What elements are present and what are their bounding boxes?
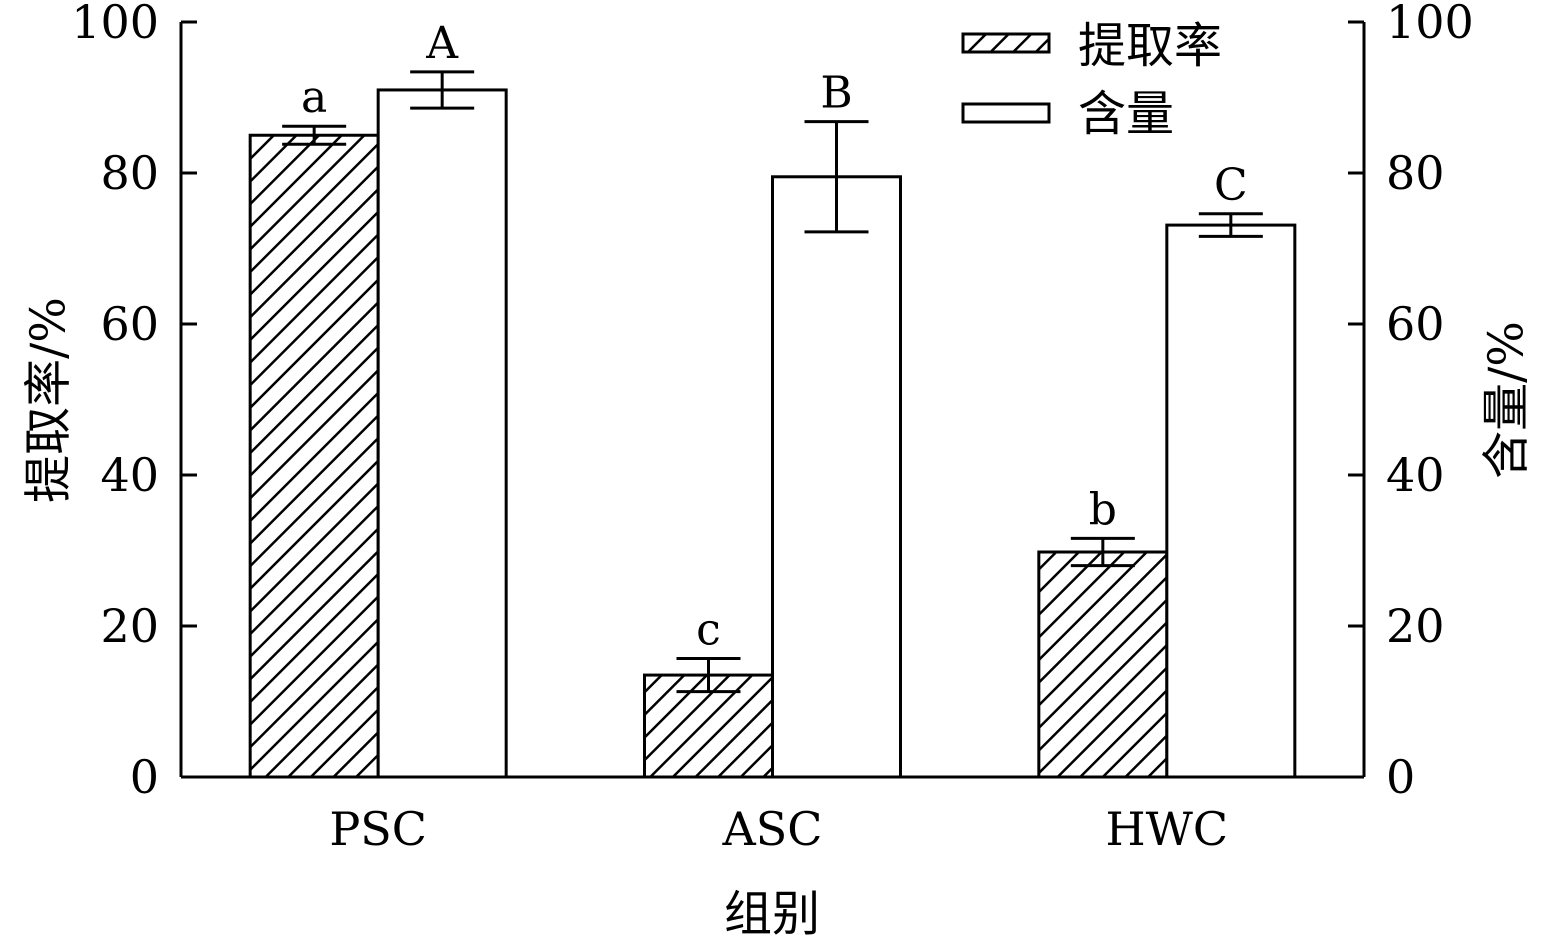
error-bar	[676, 656, 741, 694]
bar-extraction-rate-hwc	[1037, 550, 1169, 779]
bar-content-hwc	[1165, 223, 1297, 779]
right-y-tick-label: 60	[1386, 297, 1445, 351]
category-label-hwc: HWC	[1106, 802, 1229, 856]
significance-label: B	[820, 68, 852, 119]
x-axis-title: 组别	[724, 886, 820, 941]
significance-label: a	[301, 72, 327, 123]
category-label-psc: PSC	[329, 802, 427, 856]
left-y-tick-label: 80	[100, 146, 159, 200]
legend-label-series-2: 含量	[1078, 86, 1174, 142]
left-y-axis-title: 提取率/%	[21, 297, 77, 503]
error-bar	[282, 124, 347, 146]
legend-swatch-hatched	[961, 32, 1051, 54]
bar-marks	[248, 88, 1297, 779]
error-bar	[1198, 212, 1263, 238]
left-y-tick-label: 60	[100, 297, 159, 351]
significance-labels: a Ac Bb C	[301, 18, 1248, 656]
significance-label: c	[696, 604, 721, 655]
left-y-tick-label: 0	[130, 750, 159, 804]
right-y-tick-label: 40	[1386, 448, 1445, 502]
legend-label-series-1: 提取率	[1078, 18, 1222, 74]
right-y-tick-label: 20	[1386, 599, 1445, 653]
legend-swatch-open	[961, 102, 1051, 124]
error-bar	[410, 70, 475, 110]
significance-label: C	[1214, 160, 1248, 211]
bar-extraction-rate-psc	[248, 133, 380, 779]
left-y-ticks: 0 20 40 60 80 100	[71, 0, 197, 804]
right-y-tick-label: 0	[1386, 750, 1415, 804]
left-y-tick-label: 40	[100, 448, 159, 502]
error-bar	[1070, 536, 1135, 568]
bar-content-asc	[771, 175, 902, 779]
significance-label: b	[1089, 484, 1117, 535]
right-y-tick-label: 80	[1386, 146, 1445, 200]
right-y-tick-label: 100	[1386, 0, 1474, 49]
significance-label: A	[425, 18, 459, 69]
right-y-axis-title: 含量/%	[1479, 321, 1535, 479]
right-y-ticks: 0 20 40 60 80 100	[1348, 0, 1474, 804]
category-labels: PSC ASC HWC	[329, 802, 1228, 856]
bar-content-psc	[376, 88, 508, 779]
error-bars	[282, 70, 1263, 694]
left-y-tick-label: 20	[100, 599, 159, 653]
left-y-tick-label: 100	[71, 0, 159, 49]
category-label-asc: ASC	[722, 802, 823, 856]
error-bar	[804, 120, 869, 234]
legend: 提取率 含量	[961, 18, 1222, 142]
